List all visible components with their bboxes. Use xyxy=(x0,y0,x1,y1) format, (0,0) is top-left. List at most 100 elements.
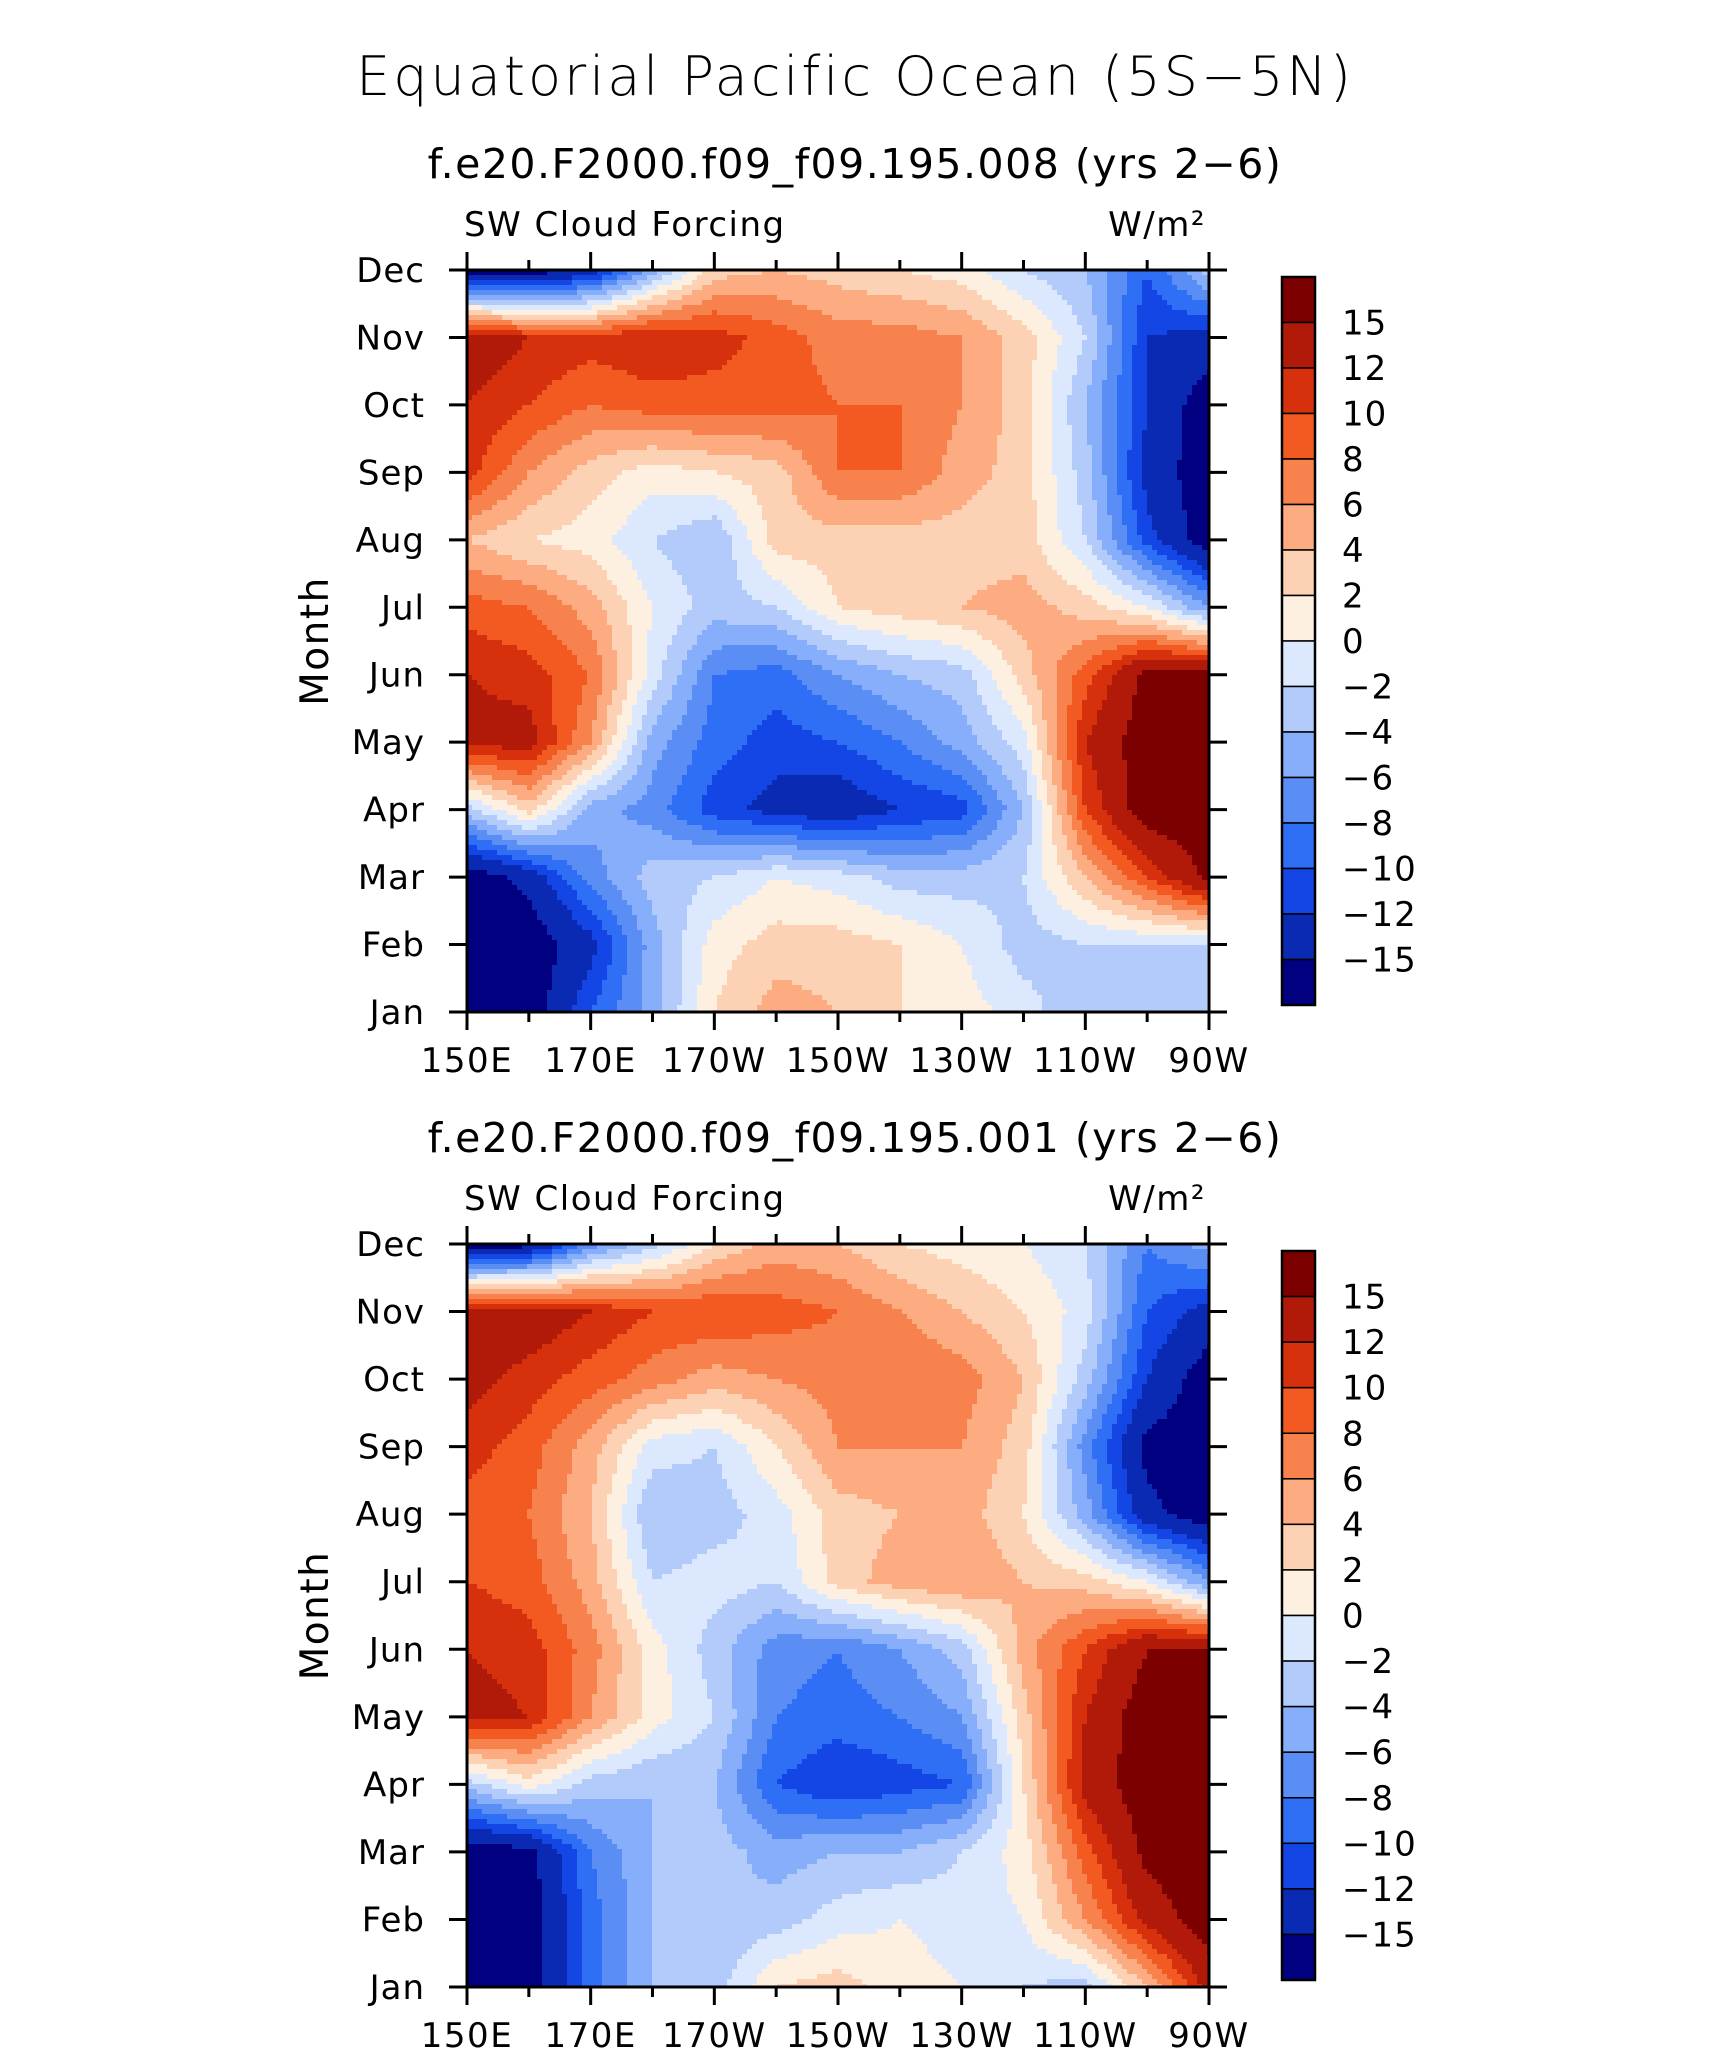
heatmap-cell xyxy=(737,300,743,306)
heatmap-cell xyxy=(1032,330,1038,336)
heatmap-cell xyxy=(677,340,683,346)
heatmap-cell xyxy=(772,330,778,336)
heatmap-cell xyxy=(877,285,883,291)
heatmap-cell xyxy=(532,275,538,281)
heatmap-cell xyxy=(1112,320,1118,326)
heatmap-cell xyxy=(1107,315,1113,321)
heatmap-cell xyxy=(977,320,983,326)
heatmap-cell xyxy=(507,345,513,351)
heatmap-cell xyxy=(982,320,988,326)
heatmap-cell xyxy=(537,305,543,311)
heatmap-cell xyxy=(1172,305,1178,311)
heatmap-cell xyxy=(782,270,788,276)
heatmap-cell xyxy=(617,345,623,351)
heatmap-cell xyxy=(1062,270,1068,276)
heatmap-cell xyxy=(582,320,588,326)
heatmap-cell xyxy=(1022,315,1028,321)
heatmap-cell xyxy=(1022,320,1028,326)
heatmap-cell xyxy=(642,310,648,316)
heatmap-cell xyxy=(662,310,668,316)
heatmap-cell xyxy=(1092,340,1098,346)
heatmap-cell xyxy=(1127,325,1133,331)
heatmap-cell xyxy=(672,285,678,291)
heatmap-cell xyxy=(627,315,633,321)
heatmap-cell xyxy=(937,295,943,301)
heatmap-cell xyxy=(952,340,958,346)
heatmap-cell xyxy=(877,325,883,331)
heatmap-cell xyxy=(512,340,518,346)
heatmap-cell xyxy=(937,335,943,341)
heatmap-cell xyxy=(917,305,923,311)
heatmap-cell xyxy=(622,285,628,291)
heatmap-cell xyxy=(667,320,673,326)
heatmap-cell xyxy=(477,295,483,301)
heatmap-cell xyxy=(597,340,603,346)
heatmap-cell xyxy=(607,320,613,326)
heatmap-cell xyxy=(1042,275,1048,281)
heatmap-cell xyxy=(812,295,818,301)
heatmap-cell xyxy=(927,290,933,296)
heatmap-cell xyxy=(1047,285,1053,291)
heatmap-cell xyxy=(602,330,608,336)
heatmap-cell xyxy=(562,340,568,346)
heatmap-cell xyxy=(962,320,968,326)
heatmap-cell xyxy=(832,315,838,321)
heatmap-cell xyxy=(822,310,828,316)
heatmap-cell xyxy=(1032,310,1038,316)
heatmap-cell xyxy=(1152,335,1158,341)
heatmap-cell xyxy=(477,335,483,341)
heatmap-cell xyxy=(837,315,843,321)
heatmap-cell xyxy=(1157,270,1163,276)
heatmap-cell xyxy=(1082,340,1088,346)
heatmap-cell xyxy=(617,285,623,291)
heatmap-cell xyxy=(997,270,1003,276)
heatmap-cell xyxy=(747,270,753,276)
heatmap-cell xyxy=(572,340,578,346)
heatmap-cell xyxy=(1147,330,1153,336)
heatmap-cell xyxy=(1167,285,1173,291)
heatmap-cell xyxy=(702,300,708,306)
heatmap-cell xyxy=(762,325,768,331)
heatmap-cell xyxy=(692,305,698,311)
heatmap-cell xyxy=(852,280,858,286)
heatmap-cell xyxy=(692,280,698,286)
heatmap-cell xyxy=(512,335,518,341)
heatmap-cell xyxy=(1182,295,1188,301)
heatmap-cell xyxy=(787,285,793,291)
heatmap-cell xyxy=(1047,335,1053,341)
heatmap-cell xyxy=(697,280,703,286)
heatmap-cell xyxy=(1172,275,1178,281)
heatmap-cell xyxy=(512,320,518,326)
heatmap-cell xyxy=(732,330,738,336)
heatmap-cell xyxy=(632,330,638,336)
heatmap-cell xyxy=(992,330,998,336)
heatmap-cell xyxy=(812,340,818,346)
heatmap-cell xyxy=(477,270,483,276)
heatmap-cell xyxy=(1187,280,1193,286)
heatmap-cell xyxy=(662,335,668,341)
heatmap-cell xyxy=(867,275,873,281)
heatmap-cell xyxy=(607,300,613,306)
heatmap-cell xyxy=(1182,270,1188,276)
heatmap-cell xyxy=(1207,310,1210,316)
heatmap-cell xyxy=(802,345,808,351)
heatmap-cell xyxy=(737,270,743,276)
heatmap-cell xyxy=(792,305,798,311)
heatmap-cell xyxy=(952,290,958,296)
heatmap-cell xyxy=(1122,295,1128,301)
heatmap-cell xyxy=(842,320,848,326)
heatmap-cell xyxy=(597,300,603,306)
heatmap-cell xyxy=(662,270,668,276)
heatmap-cell xyxy=(1092,325,1098,331)
heatmap-cell xyxy=(782,305,788,311)
heatmap-cell xyxy=(752,305,758,311)
heatmap-cell xyxy=(542,290,548,296)
heatmap-cell xyxy=(647,340,653,346)
heatmap-cell xyxy=(1092,310,1098,316)
heatmap-cell xyxy=(532,295,538,301)
heatmap-cell xyxy=(817,335,823,341)
heatmap-cell xyxy=(1007,285,1013,291)
heatmap-cell xyxy=(527,270,533,276)
heatmap-cell xyxy=(1007,310,1013,316)
